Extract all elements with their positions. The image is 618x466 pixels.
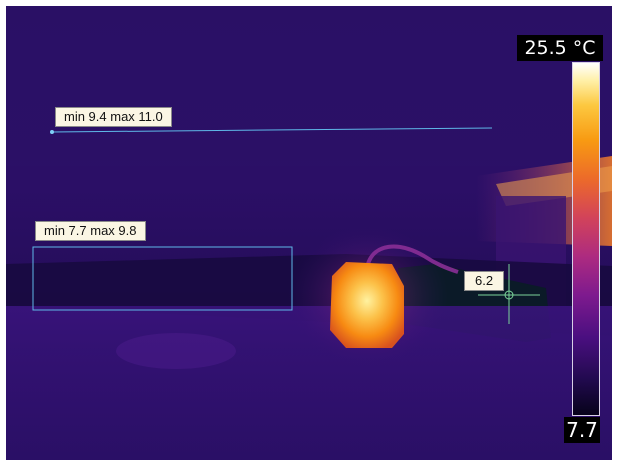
area-measurement-label: min 7.7 max 9.8 xyxy=(35,221,146,241)
area-measurement-box[interactable] xyxy=(32,246,293,311)
scale-min-label: 7.7 xyxy=(564,417,600,443)
temperature-scale-bar xyxy=(572,62,600,416)
hot-object xyxy=(330,262,404,348)
scale-max-label: 25.5 °C xyxy=(517,35,603,61)
power-cable xyxy=(366,244,459,274)
line-start-marker[interactable] xyxy=(50,130,54,134)
spot-value-label: 6.2 xyxy=(464,271,505,291)
line-measurement-label: min 9.4 max 11.0 xyxy=(55,107,172,127)
wall-region xyxy=(6,6,612,166)
line-measurement[interactable] xyxy=(51,127,493,133)
spot-crosshair[interactable] xyxy=(478,264,540,324)
thermal-image-viewer: min 9.4 max 11.0 min 7.7 max 9.8 6.2 25.… xyxy=(6,6,612,460)
floor-reflection xyxy=(116,333,236,369)
